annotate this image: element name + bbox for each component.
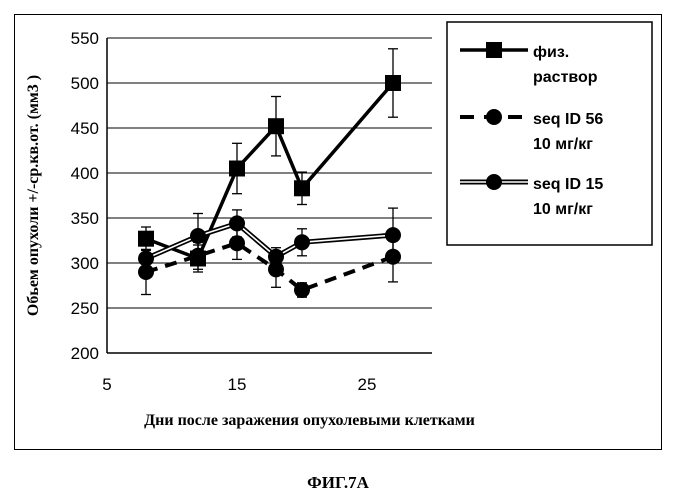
y-tick-label: 450: [71, 119, 99, 138]
legend-marker: [486, 109, 502, 125]
legend-label: 10 мг/кг: [533, 201, 593, 218]
legend-label: физ.: [533, 44, 569, 61]
y-tick-label: 350: [71, 209, 99, 228]
legend-marker: [486, 42, 502, 58]
legend: физ. раствор seq ID 56 10 мг/кг seq ID 15 10 …: [447, 22, 652, 245]
data-point: [385, 75, 401, 91]
data-point: [294, 234, 310, 250]
data-point: [190, 228, 206, 244]
legend-label: 10 мг/кг: [533, 136, 593, 153]
data-point: [268, 249, 284, 265]
y-tick-label: 300: [71, 254, 99, 273]
y-tick-label: 250: [71, 299, 99, 318]
series-3: [138, 208, 401, 267]
legend-label: seq ID 56: [533, 111, 603, 128]
x-axis-title: Дни после заражения опухолевыми клетками: [144, 412, 475, 429]
x-tick-label: 5: [102, 375, 111, 394]
legend-label: seq ID 15: [533, 176, 603, 193]
data-point: [268, 118, 284, 134]
data-point: [294, 282, 310, 298]
data-point: [138, 231, 154, 247]
x-tick-label: 25: [358, 375, 377, 394]
y-tick-label: 200: [71, 344, 99, 363]
data-point: [294, 180, 310, 196]
data-point: [229, 215, 245, 231]
data-point: [229, 161, 245, 177]
figure-caption: ФИГ.7А: [0, 473, 676, 493]
legend-label: раствор: [533, 69, 598, 86]
data-point: [229, 235, 245, 251]
y-tick-label: 500: [71, 74, 99, 93]
series-line: [146, 83, 393, 259]
x-tick-label: 15: [228, 375, 247, 394]
y-axis-title: Обьем опухоли +/-ср.кв.от. (мм3 ): [25, 75, 42, 316]
data-point: [138, 251, 154, 267]
data-point: [385, 227, 401, 243]
legend-marker: [486, 174, 502, 190]
y-tick-label: 400: [71, 164, 99, 183]
y-tick-label: 550: [71, 29, 99, 48]
